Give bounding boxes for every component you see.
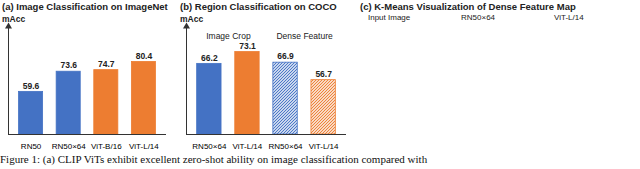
svg-text:Dense Feature: Dense Feature (276, 31, 332, 41)
svg-text:ViT-B/16: ViT-B/16 (91, 142, 122, 150)
svg-text:RN50×64: RN50×64 (52, 142, 87, 150)
svg-text:ViT-L/14: ViT-L/14 (129, 142, 159, 150)
html-text:RN50×64: RN50×64 (461, 13, 495, 22)
svg-text:74.7: 74.7 (98, 59, 115, 69)
html-text:ViT-L/14: ViT-L/14 (554, 13, 584, 22)
html-text:Figure 1: (a) CLIP ViTs exhibi: Figure 1: (a) CLIP ViTs exhibit excellen… (0, 153, 428, 165)
svg-text:66.2: 66.2 (201, 53, 218, 63)
svg-text:66.9: 66.9 (277, 51, 294, 61)
svg-text:59.6: 59.6 (23, 81, 40, 91)
html-text:(b) Region Classification on C: (b) Region Classification on COCO (180, 1, 337, 12)
html-text:mAcc: mAcc (180, 14, 204, 24)
svg-text:RN50×64: RN50×64 (269, 142, 304, 150)
svg-text:RN50×64: RN50×64 (192, 142, 227, 150)
svg-text:ViT-L/14: ViT-L/14 (309, 142, 339, 150)
svg-text:ViT-L/14: ViT-L/14 (233, 142, 263, 150)
html-text:(c) K-Means Visualization of D: (c) K-Means Visualization of Dense Featu… (360, 1, 576, 12)
html-text:(a) Image Classification on Im: (a) Image Classification on ImageNet (2, 1, 168, 12)
html-text:mAcc: mAcc (2, 14, 26, 24)
svg-text:Image Crop: Image Crop (206, 31, 251, 41)
svg-text:73.1: 73.1 (239, 41, 256, 51)
svg-text:56.7: 56.7 (315, 69, 332, 79)
svg-text:73.6: 73.6 (60, 60, 77, 70)
svg-text:RN50: RN50 (21, 142, 42, 150)
html-text:Input Image: Input Image (368, 13, 411, 22)
svg-text:80.4: 80.4 (136, 51, 153, 61)
